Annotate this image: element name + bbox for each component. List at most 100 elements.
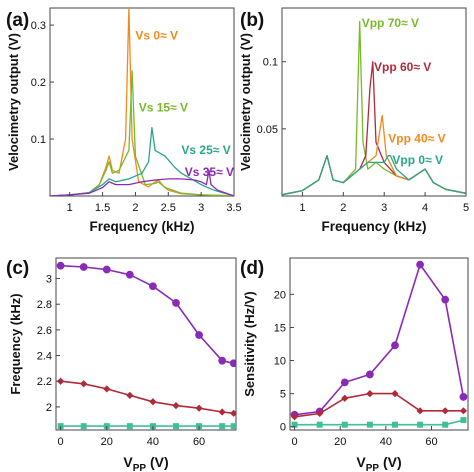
data-point (126, 391, 134, 399)
y-tick-label: 0.2 (31, 77, 46, 89)
x-tick-label: 2 (340, 202, 346, 214)
data-point (126, 423, 133, 430)
x-axis-label: Frequency (kHz) (321, 219, 426, 234)
panel-label: (c) (6, 258, 29, 279)
data-point (149, 282, 157, 291)
y-tick-label: 2 (46, 402, 52, 414)
data-point (365, 370, 374, 379)
data-point (441, 295, 450, 304)
series-annotation: Vs 0≈ V (135, 28, 178, 42)
x-axis-label-sub: PP (133, 463, 147, 472)
data-point (172, 402, 180, 410)
x-tick-label: 60 (425, 436, 437, 448)
x-tick-label: 40 (380, 436, 392, 448)
plot-frame (49, 7, 235, 197)
data-point (417, 421, 424, 428)
x-tick-label: 2.5 (161, 202, 176, 214)
series-annotation: Vpp 60≈ V (374, 60, 431, 74)
panel-label: (b) (240, 10, 264, 31)
y-tick-label: 2.2 (37, 376, 52, 388)
data-point (80, 423, 87, 430)
series-line-1 (60, 380, 234, 415)
x-tick-label: 20 (101, 436, 113, 448)
x-tick-label: 3 (198, 202, 204, 214)
x-axis-label: VPP (V) (123, 454, 168, 472)
data-point (219, 423, 226, 430)
data-point (195, 404, 203, 412)
data-point (341, 394, 349, 402)
x-axis-label-main: V (356, 454, 366, 470)
data-point (316, 409, 324, 418)
x-axis-label-unit: (V) (379, 454, 402, 470)
data-point (416, 407, 424, 415)
series-annotation: Vs 15≈ V (139, 101, 188, 115)
data-point (218, 408, 226, 416)
x-tick-label: 3.5 (226, 202, 241, 214)
x-tick-label: 0 (292, 436, 298, 448)
y-tick-label: 0.1 (31, 134, 46, 146)
series-annotation: Vs 35≈ V (185, 165, 234, 179)
plot-area (290, 260, 468, 428)
data-point (56, 261, 65, 270)
data-point (103, 385, 111, 393)
plot-area (282, 20, 466, 196)
panel-label: (d) (240, 258, 264, 279)
plot-area (50, 8, 234, 196)
data-point (341, 421, 348, 428)
y-tick-label: 0.05 (257, 124, 278, 136)
series-line-1 (50, 70, 234, 196)
x-tick-label: 0 (58, 436, 64, 448)
x-tick-label: 2 (132, 202, 138, 214)
series-annotation: Vs 25≈ V (181, 143, 230, 157)
x-tick-label: 5 (463, 202, 469, 214)
series-line-0 (294, 263, 465, 416)
y-tick-label: 5 (280, 389, 286, 401)
panel-label: (a) (6, 10, 29, 31)
data-point (290, 413, 299, 421)
y-tick-label: 0.1 (263, 57, 278, 69)
series-line-1 (282, 61, 466, 196)
series-annotation: Vpp 70≈ V (362, 16, 419, 30)
data-point (366, 390, 374, 398)
data-point (229, 359, 236, 368)
x-tick-label: 3 (381, 202, 387, 214)
data-point (340, 378, 349, 387)
data-point (416, 260, 424, 269)
data-point (459, 393, 468, 401)
x-axis-label-unit: (V) (146, 454, 169, 470)
data-point (79, 263, 88, 271)
panel-a: (a) 1 1.5 2 2.5 3 3.5 0.1 0.2 0.3 Frequency (kHz) V… (6, 7, 242, 234)
x-tick-label: 60 (193, 436, 205, 448)
y-axis-label: Velocimetry output (V) (6, 33, 21, 171)
series-annotation: Vpp 40≈ V (388, 131, 445, 145)
y-tick-label: 3 (46, 274, 52, 286)
data-point (391, 421, 398, 428)
data-point (195, 331, 203, 339)
data-point (218, 356, 227, 365)
plot-frame (289, 257, 469, 431)
series-line-3 (282, 155, 466, 196)
x-tick-label: 20 (334, 436, 346, 448)
data-point (125, 270, 134, 279)
data-point (57, 377, 65, 385)
data-point (459, 407, 468, 415)
x-axis-label: VPP (V) (356, 454, 401, 472)
data-point (102, 265, 111, 274)
data-point (172, 299, 180, 307)
plot-frame (281, 7, 467, 197)
data-point (230, 423, 236, 430)
x-tick-label: 40 (147, 436, 159, 448)
x-axis-label-sub: PP (366, 463, 380, 472)
data-point (391, 390, 399, 398)
series-line-2 (294, 419, 464, 426)
data-point (149, 398, 157, 406)
data-point (442, 421, 449, 428)
data-point (316, 421, 323, 428)
series-line-0 (60, 264, 234, 365)
data-point (173, 423, 179, 430)
x-tick-label: 4 (422, 202, 428, 214)
x-tick-label: 1 (67, 202, 73, 214)
data-point (391, 341, 399, 350)
data-point (80, 380, 88, 388)
series-line-3 (50, 169, 234, 196)
